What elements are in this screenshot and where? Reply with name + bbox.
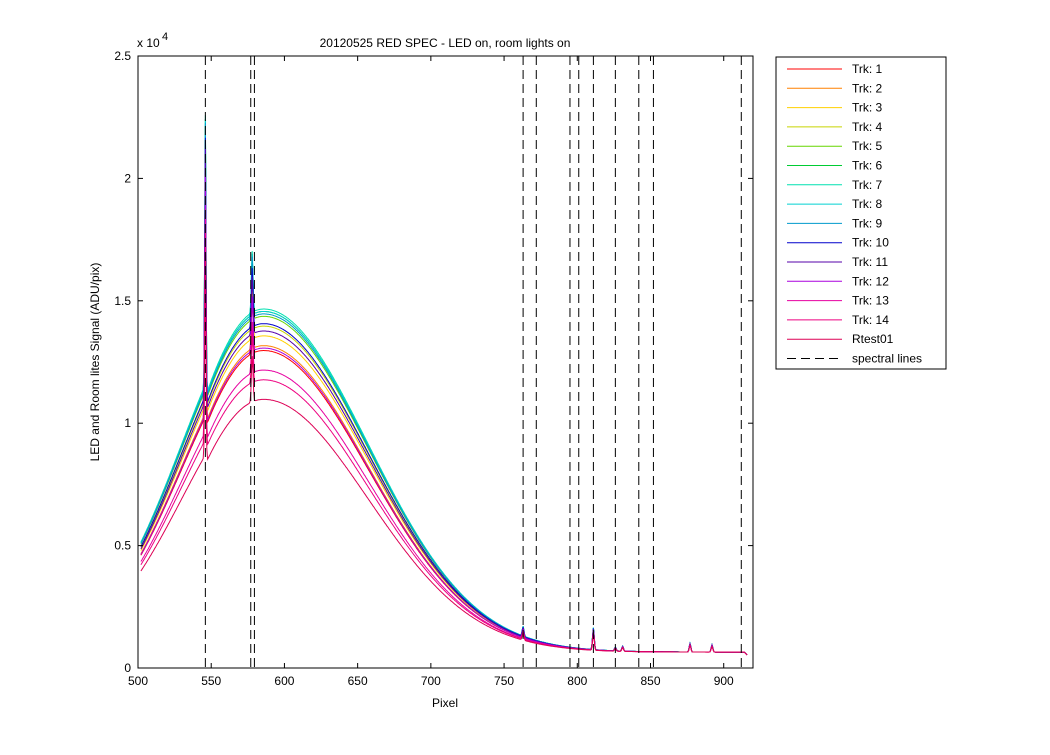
- legend-label: Trk: 4: [852, 120, 883, 134]
- legend: Trk: 1 Trk: 2 Trk: 3 Trk: 4 Trk: 5 Trk: 6 Trk:…: [775, 56, 947, 370]
- x-tick-label: 650: [348, 674, 368, 688]
- legend-label: Trk: 11: [852, 255, 888, 269]
- legend-label: Trk: 7: [852, 178, 883, 192]
- legend-label: Trk: 12: [852, 274, 889, 288]
- legend-label: Trk: 1: [852, 62, 883, 76]
- series-lines: [140, 115, 748, 656]
- plot-area: [137, 55, 754, 669]
- legend-label: Trk: 9: [852, 216, 883, 230]
- legend-label: Trk: 14: [852, 313, 889, 327]
- x-tick-label: 800: [567, 674, 587, 688]
- x-tick-label: 900: [714, 674, 734, 688]
- x-tick-label: 500: [128, 674, 148, 688]
- chart-title: 20120525 RED SPEC - LED on, room lights …: [320, 36, 571, 50]
- legend-label: spectral lines: [852, 352, 922, 366]
- x-tick-label: 700: [421, 674, 441, 688]
- legend-label: Trk: 3: [852, 101, 883, 115]
- spectral-lines: [204, 56, 742, 668]
- axis-ticks: 500 550 600 650 700 750 800 850 900 0 0.5 1 1.5 2 2.5: [114, 49, 753, 688]
- y-exponent-base: x 10: [137, 36, 160, 50]
- y-tick-label: 0: [124, 661, 131, 675]
- y-tick-label: 2.5: [114, 49, 131, 63]
- x-tick-label: 750: [494, 674, 514, 688]
- y-axis-label: LED and Room lites Signal (ADU/pix): [88, 263, 102, 462]
- y-tick-label: 1: [124, 416, 131, 430]
- x-tick-label: 600: [274, 674, 294, 688]
- x-axis-label: Pixel: [432, 696, 458, 710]
- x-tick-label: 850: [640, 674, 660, 688]
- legend-label: Trk: 13: [852, 294, 889, 308]
- y-tick-label: 0.5: [114, 539, 131, 553]
- series-line-15: [140, 253, 748, 656]
- legend-label: Trk: 8: [852, 197, 883, 211]
- legend-label: Rtest01: [852, 332, 894, 346]
- y-tick-label: 2: [124, 171, 131, 185]
- y-exponent-power: 4: [162, 31, 168, 43]
- legend-label: Trk: 10: [852, 236, 889, 250]
- x-tick-label: 550: [201, 674, 221, 688]
- legend-label: Trk: 5: [852, 139, 883, 153]
- legend-label: Trk: 2: [852, 81, 883, 95]
- legend-box: [775, 56, 947, 370]
- legend-label: Trk: 6: [852, 159, 883, 173]
- y-tick-label: 1.5: [114, 294, 131, 308]
